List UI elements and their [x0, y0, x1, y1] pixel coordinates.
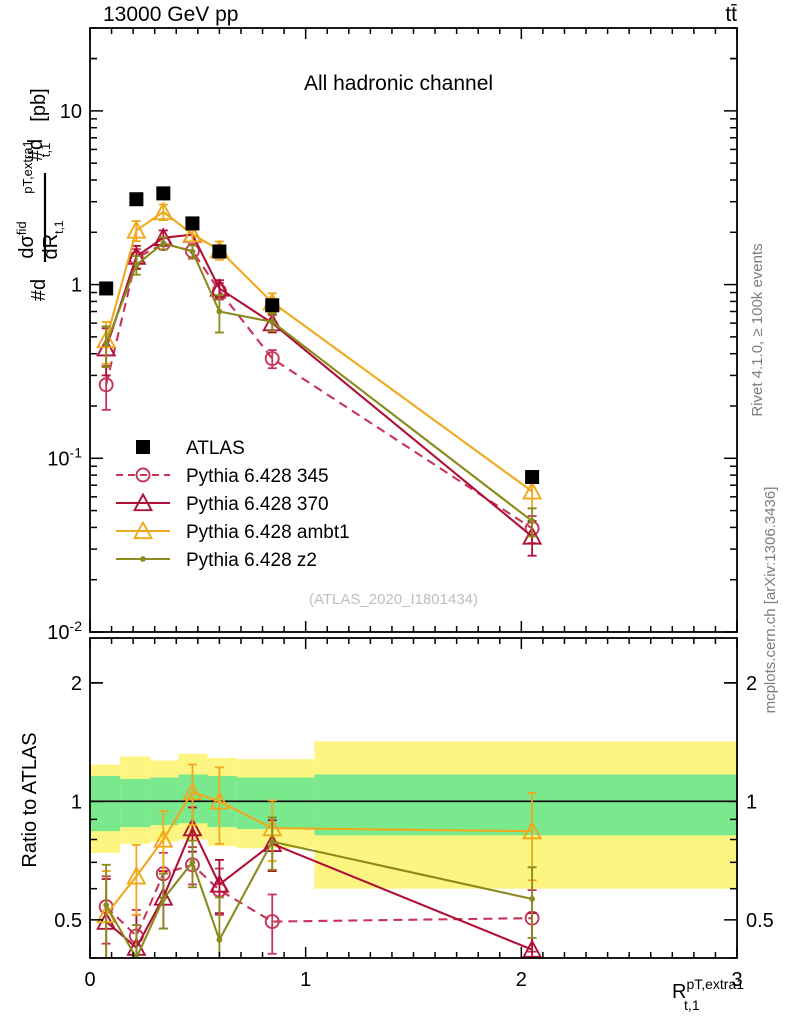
x-tick-label: 3: [731, 969, 742, 991]
x-ticks: [89, 638, 738, 958]
data-point: [189, 859, 196, 866]
header-right-title: tt̄: [725, 3, 737, 26]
data-point: [126, 219, 147, 239]
data-point: [99, 281, 114, 296]
series-line: [105, 210, 533, 493]
data-point: [529, 896, 536, 902]
side-text-rivet: Rivet 4.1.0, ≥ 100k events: [749, 243, 766, 416]
x-axis-label-text: RpT,extra1 t,1: [672, 976, 744, 1013]
band-inner-6: [314, 774, 737, 836]
x-tick-label: 2: [516, 969, 527, 991]
series-line: [105, 233, 533, 538]
x-ticks: [89, 28, 738, 632]
legend-item-2[interactable]: Pythia 6.428 370: [116, 492, 329, 515]
band-inner-0: [90, 775, 121, 832]
y-ticks-main: [90, 27, 737, 633]
header-left-title: 13000 GeV pp: [103, 3, 238, 26]
y-tick-label-ratio-right: 2: [746, 673, 757, 695]
x-tick-label: 0: [84, 969, 95, 991]
data-point: [182, 223, 203, 243]
data-point: [264, 914, 280, 930]
series-main-atlas: [99, 186, 540, 485]
data-point: [525, 470, 540, 485]
data-point: [133, 261, 140, 268]
data-point: [269, 318, 276, 325]
data-point: [129, 192, 144, 207]
data-point: [522, 820, 543, 840]
y-axis-prefix: #d: [28, 279, 50, 301]
y-tick-label-main: 10-1: [47, 444, 82, 470]
data-point: [529, 518, 536, 524]
data-point: [216, 936, 223, 943]
data-point: [182, 781, 203, 801]
legend-marker-open-triangle: [132, 520, 154, 540]
data-point: [98, 377, 114, 393]
side-text-mcplots: mcplots.cern.ch [arXiv:1306.3436]: [762, 487, 779, 714]
data-point: [160, 240, 167, 247]
legend-marker-open-triangle: [132, 492, 154, 512]
legend-item-3[interactable]: Pythia 6.428 ambt1: [116, 520, 350, 543]
data-point: [209, 790, 230, 810]
data-point: [126, 865, 147, 885]
data-point: [212, 244, 227, 259]
y-tick-label-ratio-left: 1: [71, 791, 82, 813]
y-axis-numerator-text: dσfid: [14, 221, 38, 258]
legend-item-4[interactable]: Pythia 6.428 z2: [116, 550, 317, 571]
legend: ATLAS Pythia 6.428 345 Pythia 6.428 370 Pyt…: [116, 438, 350, 571]
plot-annotation: All hadronic channel: [304, 72, 493, 95]
y-axis-denominator-sub: t,1: [38, 143, 53, 157]
legend-marker-open-circle: [135, 467, 151, 483]
data-point: [182, 817, 203, 837]
data-point: [189, 248, 196, 255]
y-ticks-ratio: [90, 682, 737, 959]
data-point: [153, 829, 174, 848]
legend-label: Pythia 6.428 z2: [186, 550, 317, 571]
legend-label: ATLAS: [186, 438, 245, 459]
data-point: [522, 939, 543, 958]
legend-label: Pythia 6.428 ambt1: [186, 522, 350, 543]
band-inner-1: [120, 778, 151, 828]
data-point: [269, 838, 276, 845]
legend-marker-filled-square: [136, 440, 150, 454]
data-point: [209, 873, 230, 893]
legend-marker-small-dot: [140, 556, 146, 562]
data-point: [156, 186, 171, 201]
y-axis-label-ratio: Ratio to ATLAS: [19, 732, 41, 867]
data-point: [160, 896, 167, 902]
y-axis-denominator-sup: pT,extra1: [20, 140, 35, 193]
y-tick-label-main: 10: [60, 101, 82, 123]
y-tick-label-ratio-left: 2: [71, 673, 82, 695]
data-point: [265, 298, 280, 313]
series-main-pythia-6-428-z2: [101, 236, 537, 538]
y-axis-label-text: #d: [25, 139, 47, 161]
y-tick-label-ratio-right: 0.5: [746, 910, 774, 932]
data-point: [264, 351, 280, 367]
x-axis-label: RpT,extra1 t,1: [672, 976, 744, 1013]
legend-label: Pythia 6.428 370: [186, 494, 329, 515]
legend-label: Pythia 6.428 345: [186, 466, 329, 487]
data-point: [103, 902, 110, 909]
data-point: [153, 201, 174, 221]
data-point: [185, 216, 200, 231]
legend-item-1[interactable]: Pythia 6.428 345: [116, 466, 329, 487]
analysis-watermark: (ATLAS_2020_I1801434): [309, 591, 478, 608]
y-tick-label-main: 10-2: [47, 618, 82, 644]
legend-item-0[interactable]: ATLAS: [136, 438, 245, 459]
data-point: [216, 308, 223, 315]
y-axis-unit: [pb]: [28, 88, 50, 121]
data-point: [522, 480, 543, 500]
y-tick-label-ratio-left: 0.5: [54, 910, 82, 932]
y-tick-label-ratio-right: 1: [746, 791, 757, 813]
data-point: [103, 341, 110, 347]
y-tick-label-main: 1: [71, 275, 82, 297]
band-inner-5: [236, 777, 315, 830]
x-tick-label: 1: [300, 969, 311, 991]
series-ratio-pythia-6-428-z2: [101, 816, 537, 958]
